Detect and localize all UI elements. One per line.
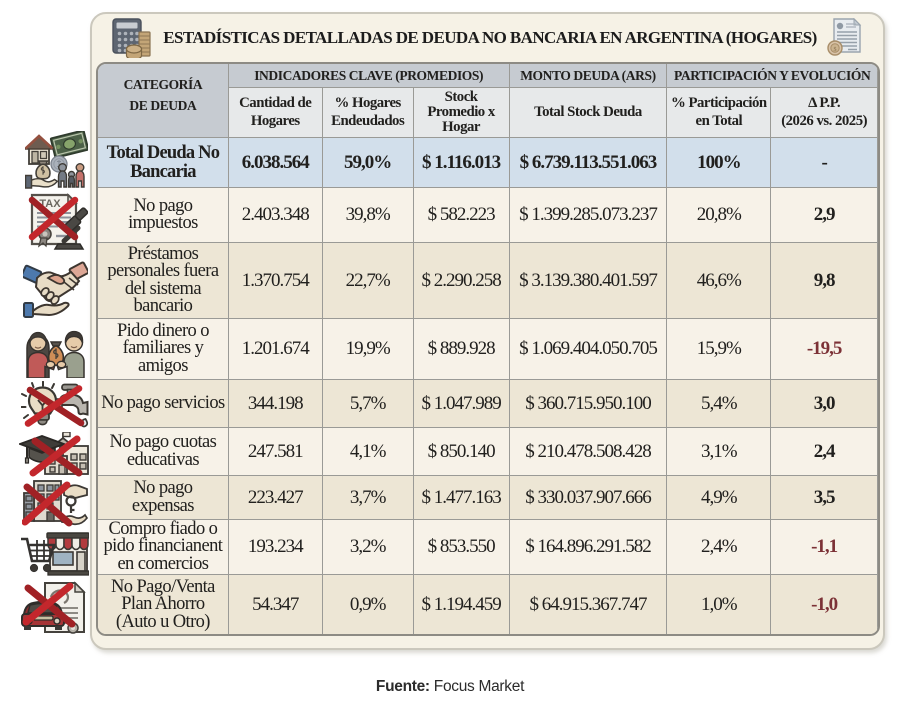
svg-text:$: $ bbox=[833, 46, 836, 53]
